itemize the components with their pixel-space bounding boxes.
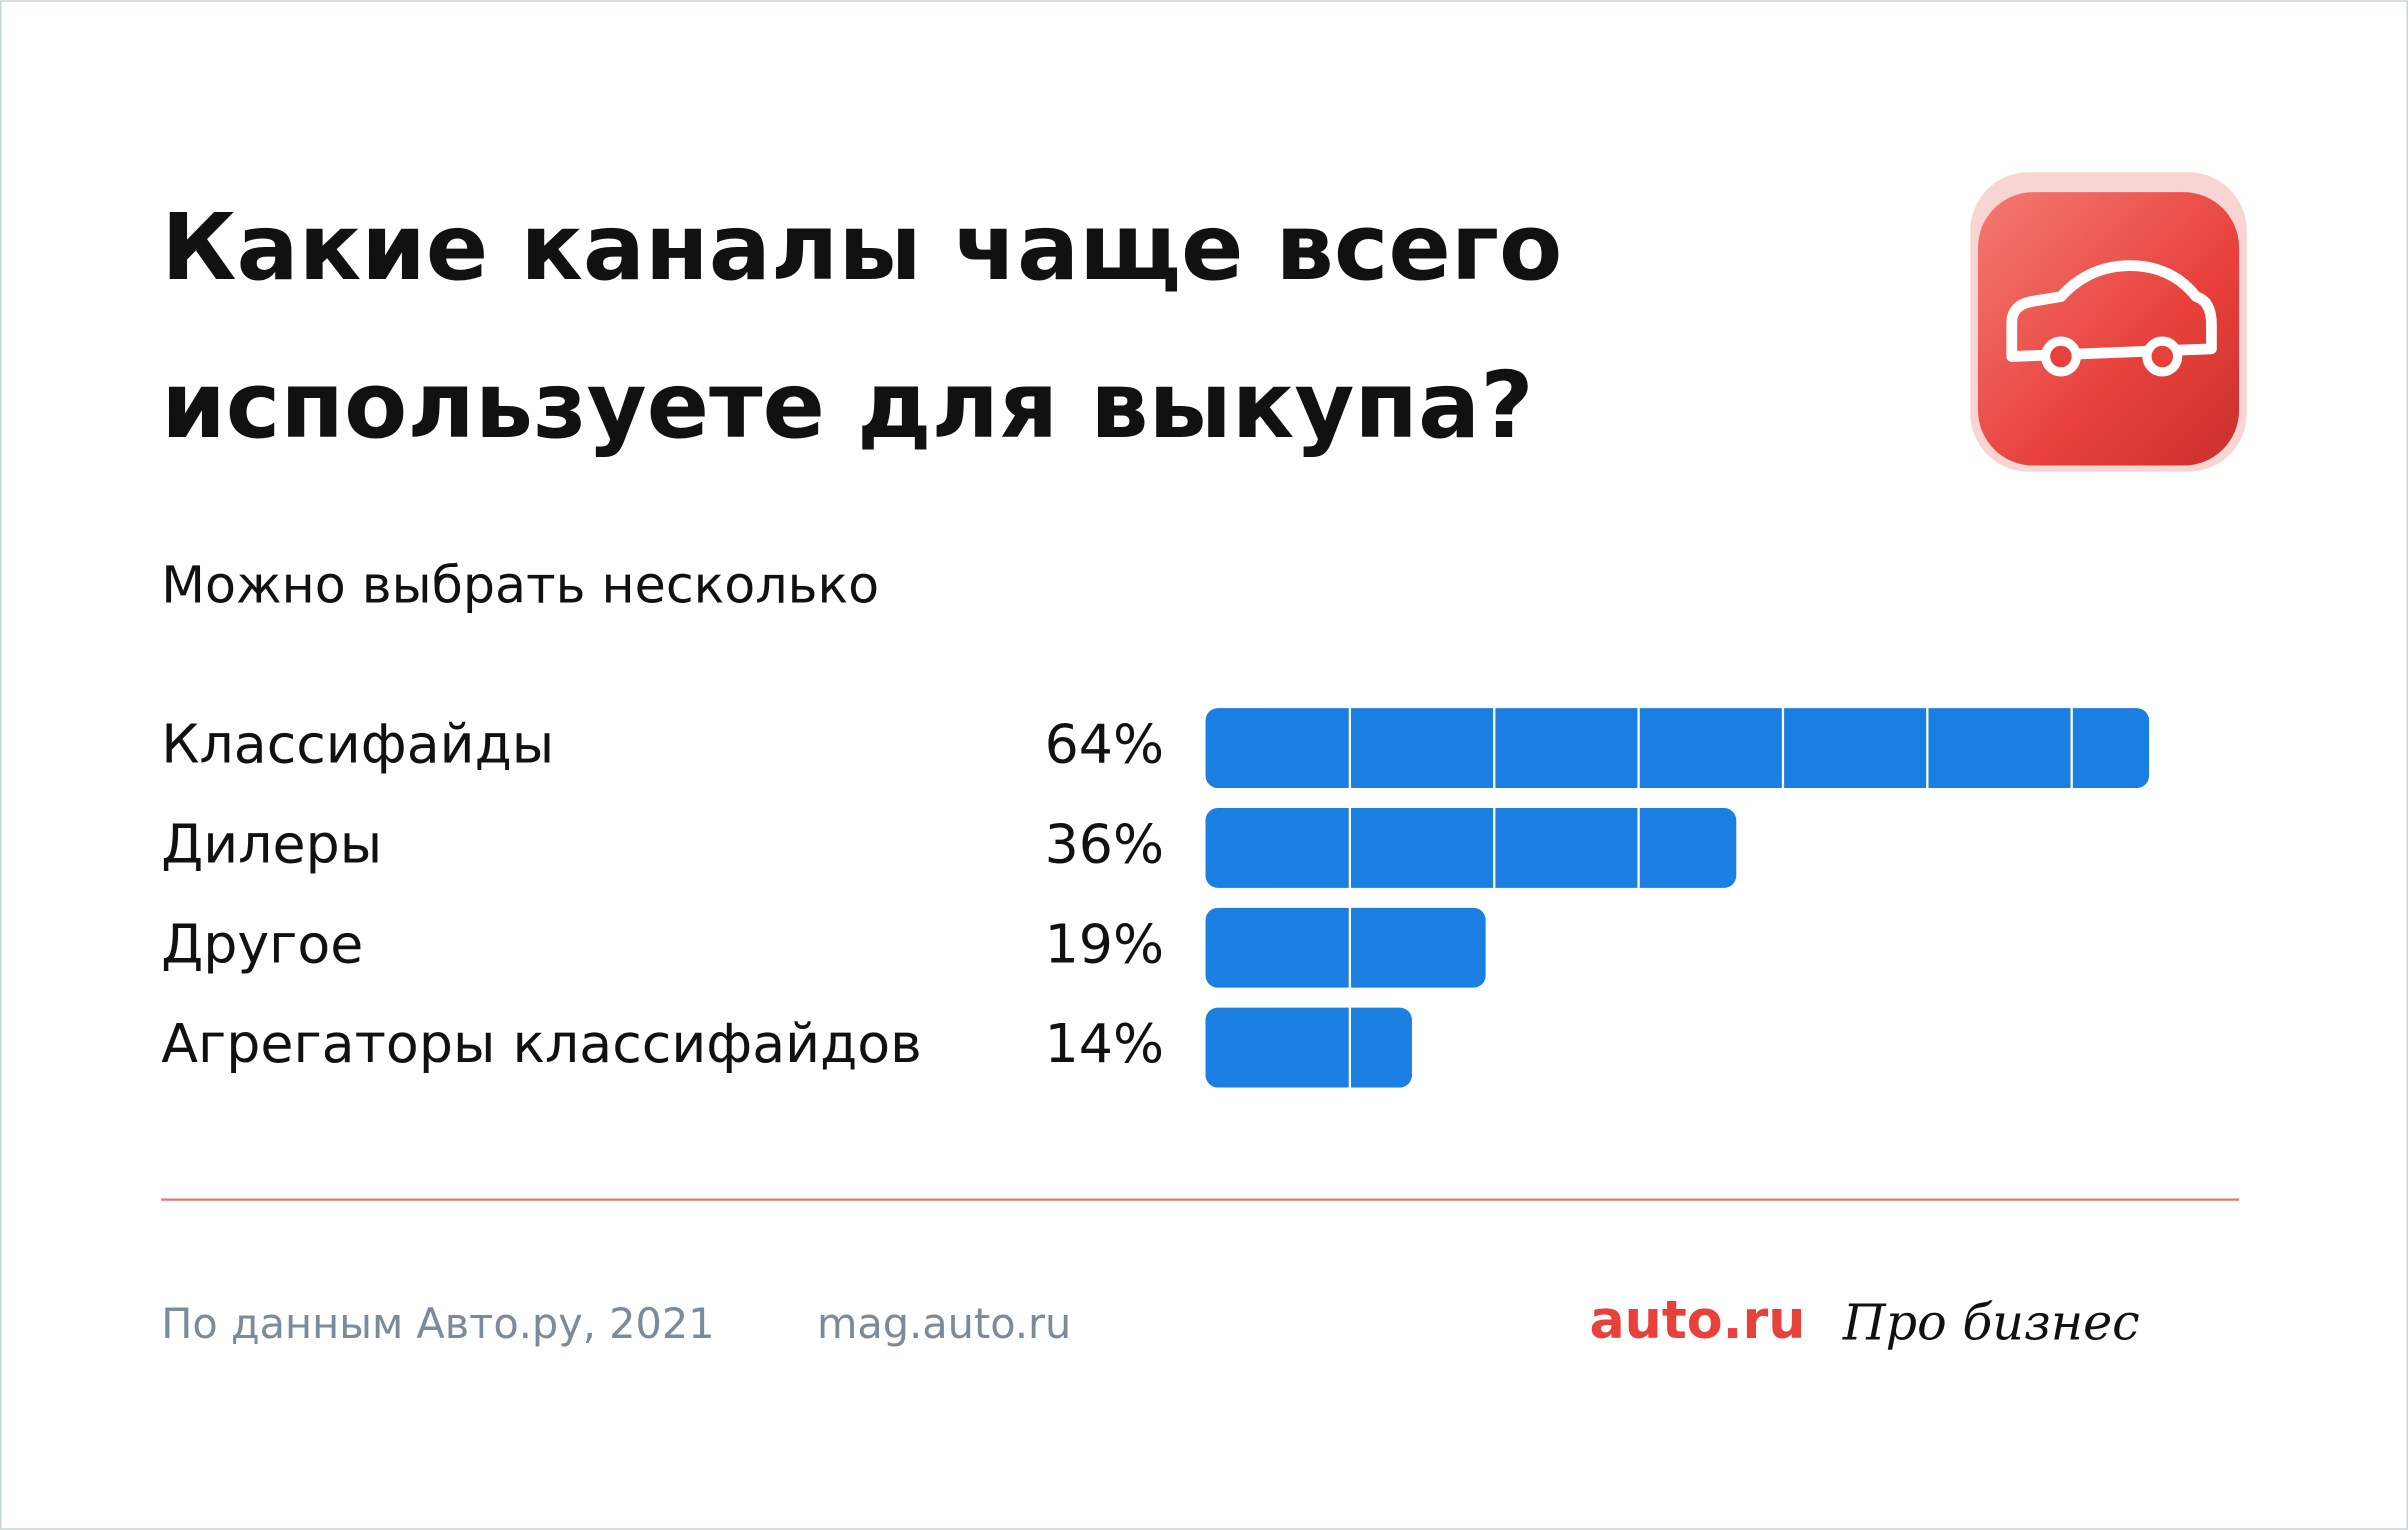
category-label: Другое xyxy=(161,912,363,975)
bar xyxy=(1205,1007,1412,1088)
title-line: Какие каналы чаще всего xyxy=(161,193,1562,301)
logo: auto.ru xyxy=(1589,1291,1805,1351)
icon xyxy=(1970,172,2247,472)
value-label: 14% xyxy=(1045,1012,1164,1075)
value-label: 19% xyxy=(1045,912,1164,975)
category-label: Дилеры xyxy=(161,813,382,876)
title-line: используете для выкупа? xyxy=(161,351,1533,459)
subtitle: Можно выбрать несколько xyxy=(161,555,879,614)
value-label: 36% xyxy=(1045,813,1164,876)
url: mag.auto.ru xyxy=(817,1300,1071,1348)
bar xyxy=(1205,907,1486,988)
bar xyxy=(1205,708,2150,789)
category-label: Агрегаторы классифайдов xyxy=(161,1012,922,1075)
logo2: Про бизнес xyxy=(1842,1294,2140,1352)
bar xyxy=(1205,808,1737,888)
category-label: Классифайды xyxy=(161,713,554,776)
bars: Классифайды 64% Дилеры 36% Другое 19% Агрегато… xyxy=(161,708,2150,1088)
source: По данным Авто.ру, 2021 xyxy=(161,1300,714,1348)
value-label: 64% xyxy=(1045,713,1164,776)
